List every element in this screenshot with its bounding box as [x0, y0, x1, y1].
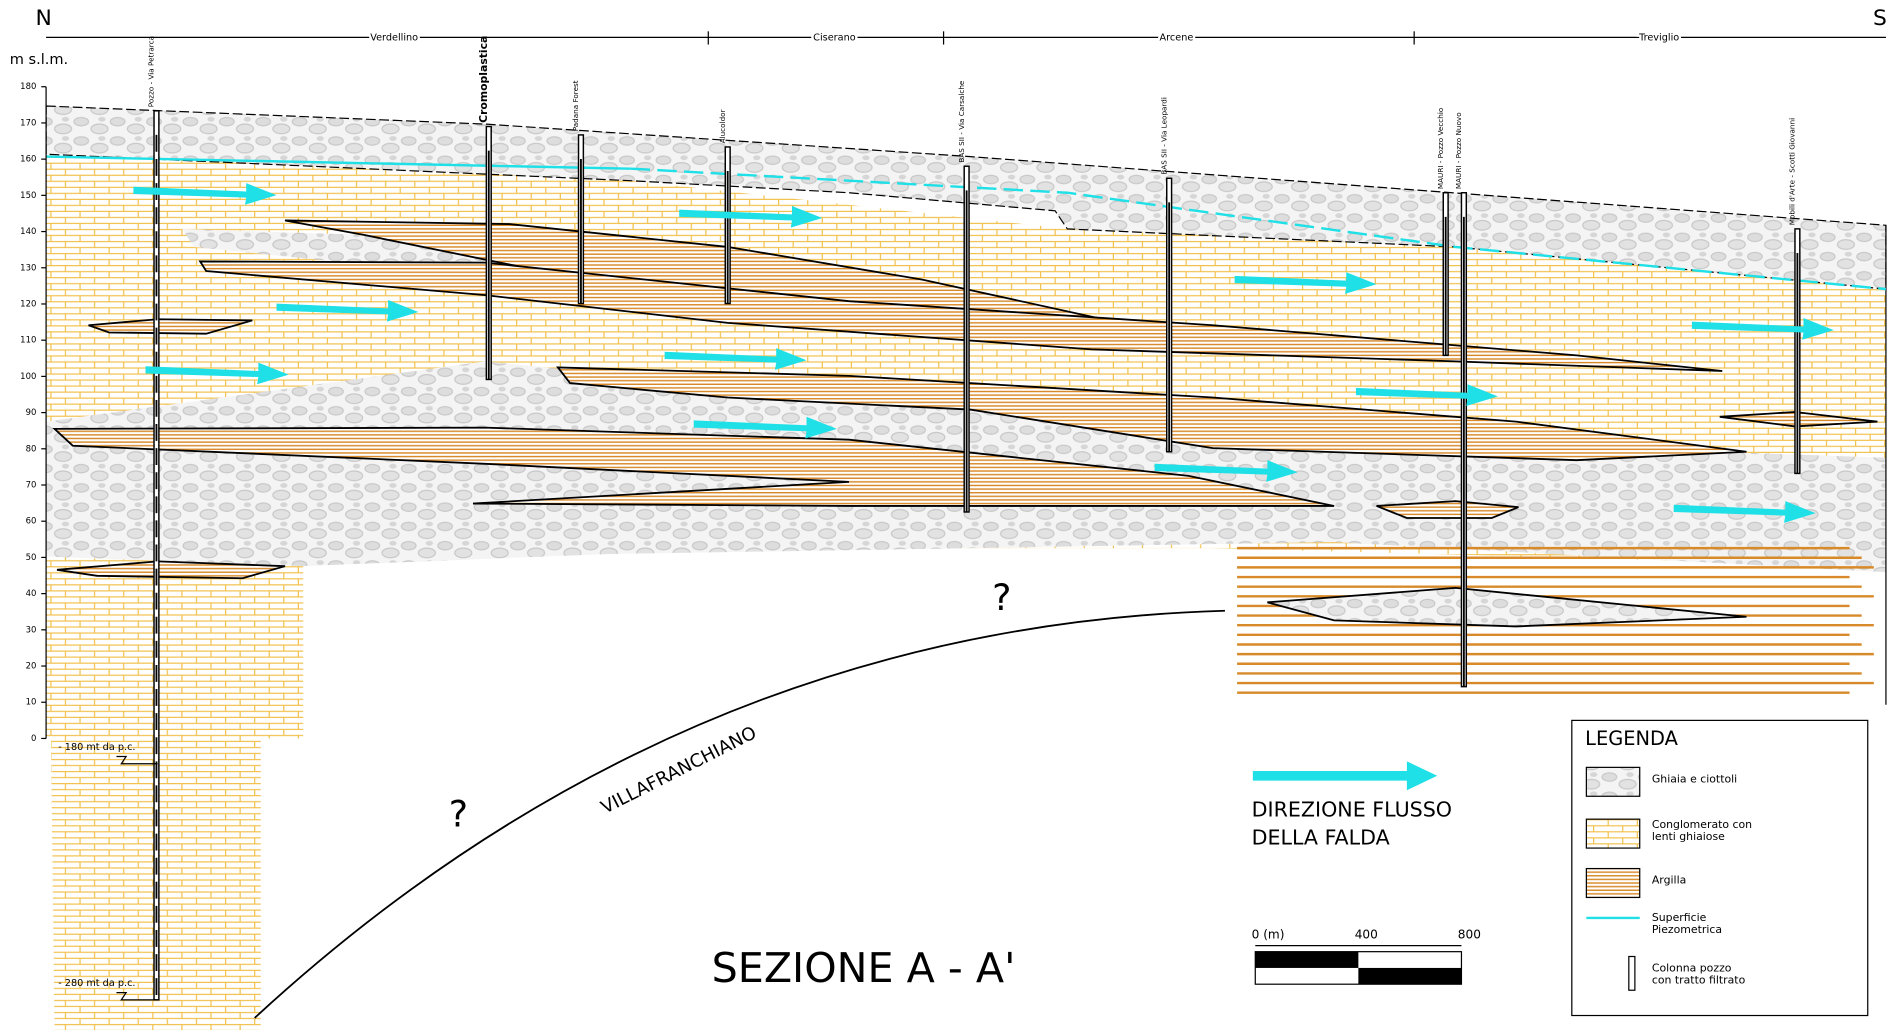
legend-label: Colonna pozzo	[1652, 962, 1732, 975]
gravel-lens	[1267, 586, 1747, 628]
legend-label: con tratto filtrato	[1652, 974, 1746, 987]
tick-label: 30	[26, 624, 37, 634]
place-label: Arcene	[1160, 32, 1194, 43]
tick-label: 110	[20, 335, 36, 345]
legend-swatch	[1585, 867, 1641, 899]
clay-lens	[52, 426, 1335, 507]
section-title: SEZIONE A - A'	[712, 944, 1016, 992]
villafranchiano-boundary	[254, 609, 1225, 1019]
legend-swatch	[1585, 818, 1641, 849]
flow-label: DIREZIONE FLUSSO	[1252, 798, 1452, 822]
question: ?	[992, 576, 1011, 619]
tick-label: 80	[26, 443, 37, 453]
flow-arrow	[133, 183, 277, 205]
well-label: BAS SII - Via Carsalche	[957, 80, 966, 163]
scale-label: 400	[1355, 927, 1378, 941]
question: ?	[449, 793, 468, 836]
depth-marker	[116, 755, 158, 765]
flow-arrow	[693, 416, 837, 439]
formation-label: VILLAFRANCHIANO	[598, 722, 760, 818]
legend-label: Argilla	[1652, 874, 1686, 887]
tick-label: 160	[20, 154, 36, 164]
flow-arrow	[679, 205, 823, 228]
tick-label: 140	[20, 226, 36, 236]
flow-arrow	[1355, 384, 1498, 406]
legend-label: Conglomerato con	[1652, 818, 1752, 831]
legend-label: lenti ghiaiose	[1652, 830, 1725, 843]
tick-label: 70	[26, 480, 37, 490]
well-label: MAURI - Pozzo Vecchio	[1436, 107, 1445, 189]
flow-legend-arrow	[1252, 761, 1438, 791]
legend-title: LEGENDA	[1585, 727, 1678, 750]
tick-label: 130	[20, 262, 36, 272]
flow-arrow	[1691, 318, 1834, 340]
scale-label: 0 (m)	[1252, 927, 1285, 941]
south: S	[1873, 6, 1887, 31]
axis-label: m s.l.m.	[10, 52, 68, 68]
clay-lens	[56, 560, 286, 580]
tick-label: 60	[26, 516, 37, 526]
depth-note: - 280 mt da p.c.	[58, 978, 135, 989]
tick-label: 10	[26, 697, 37, 707]
flow-arrow	[1673, 501, 1816, 523]
flow-label: DELLA FALDA	[1252, 825, 1390, 849]
well-label: Cromoplastica	[477, 36, 490, 123]
annotations: Verdellino Ciserano Arcene Treviglio 0 10 20 30…	[20, 30, 1834, 1001]
tick-label: 0	[31, 733, 36, 743]
tick-label: 120	[20, 298, 36, 308]
scale-label: 800	[1458, 927, 1481, 941]
tick-label: 170	[20, 117, 36, 127]
north: N	[35, 6, 51, 31]
well-label: Pozzo - Via Petrarca	[147, 36, 156, 107]
legend-label: Ghiaia e ciottoli	[1652, 772, 1737, 785]
flow-arrow	[145, 362, 289, 385]
tick-label: 150	[20, 190, 36, 200]
flow-arrow	[276, 299, 419, 322]
depth-note: - 180 mt da p.c.	[58, 742, 135, 753]
tick-label: 90	[26, 407, 37, 417]
well-label: MAURI - Pozzo Nuovo	[1454, 112, 1463, 189]
tick-label: 40	[26, 588, 37, 598]
clay-lens	[556, 366, 1747, 462]
clay-lens	[1376, 500, 1519, 519]
flow-arrow	[1234, 272, 1377, 294]
legend-label: Piezometrica	[1652, 923, 1722, 936]
well-label: BAS SII - Via Leopardi	[1159, 97, 1168, 175]
place-label: Treviglio	[1638, 32, 1679, 43]
legend-swatch	[1585, 766, 1641, 797]
legend-swatch	[1628, 955, 1636, 991]
flow-arrow	[1154, 460, 1298, 482]
tick-label: 180	[20, 81, 36, 91]
piezometric-surface	[46, 155, 631, 170]
place-label: Ciserano	[813, 32, 856, 43]
scale-bar	[1254, 945, 1463, 985]
piezometric-surface	[630, 167, 1887, 291]
tick-label: 50	[26, 552, 37, 562]
place-label: Verdellino	[370, 32, 418, 43]
tick-label: 100	[20, 371, 36, 381]
well-label: Padana Forest	[571, 80, 580, 131]
legend-label: Superficie	[1652, 911, 1707, 924]
clay-lens	[88, 318, 253, 335]
tick-label: 20	[26, 661, 37, 671]
depth-marker	[116, 992, 158, 1001]
well-label: Alucoldor	[718, 109, 727, 143]
flow-arrow	[664, 348, 807, 370]
well-label: Mobili d'Arte - Scotti Giovanni	[1788, 118, 1797, 225]
